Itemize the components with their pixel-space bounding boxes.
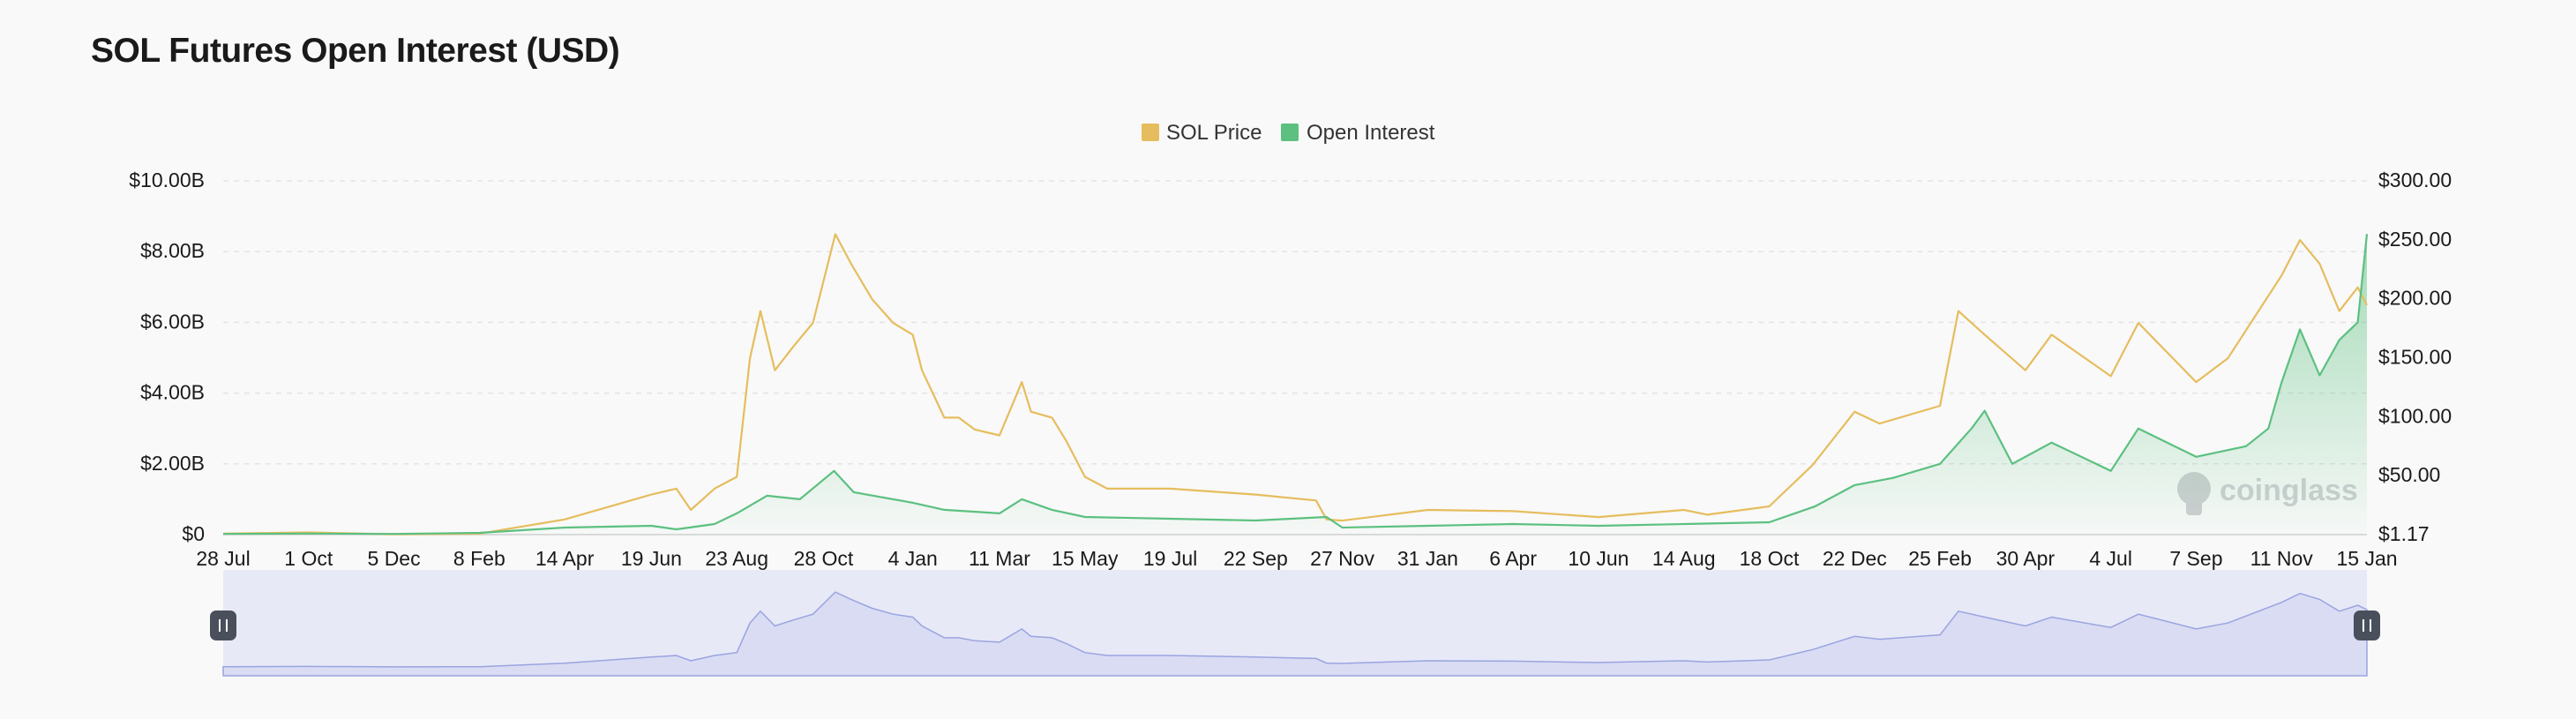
legend-label-sol-price: SOL Price: [1166, 121, 1262, 145]
x-tick-label: 18 Oct: [1740, 547, 1800, 570]
x-tick-label: 4 Jan: [888, 547, 938, 570]
navigator-handle-left[interactable]: [210, 610, 236, 640]
x-tick-label: 27 Nov: [1310, 547, 1374, 570]
x-tick-label: 1 Oct: [284, 547, 333, 570]
y-axis-left: $0 $2.00B $4.00B $6.00B $8.00B $10.00B: [129, 169, 205, 545]
y-left-tick-label: $2.00B: [140, 452, 205, 475]
y-left-tick-label: $8.00B: [140, 239, 205, 262]
x-tick-label: 4 Jul: [2089, 547, 2132, 570]
navigator-handle-right[interactable]: [2354, 610, 2380, 640]
x-tick-label: 28 Jul: [196, 547, 250, 570]
y-right-tick-label: $250.00: [2378, 228, 2452, 251]
legend-swatch-sol-price: [1142, 124, 1159, 141]
y-right-tick-label: $50.00: [2378, 463, 2440, 486]
x-tick-label: 19 Jun: [621, 547, 682, 570]
legend-item-sol-price[interactable]: SOL Price: [1142, 121, 1262, 145]
open-interest-area: [223, 234, 2367, 535]
legend-item-open-interest[interactable]: Open Interest: [1281, 121, 1435, 145]
x-tick-label: 8 Feb: [453, 547, 505, 570]
navigator-handle-left-body: [210, 610, 236, 640]
x-tick-label: 11 Nov: [2250, 547, 2314, 570]
x-tick-label: 7 Sep: [2169, 547, 2222, 570]
x-tick-label: 22 Sep: [1224, 547, 1288, 570]
x-tick-label: 5 Dec: [368, 547, 421, 570]
x-tick-label: 11 Mar: [969, 547, 1030, 570]
legend-swatch-open-interest: [1281, 124, 1299, 141]
y-left-tick-label: $0: [182, 522, 205, 545]
x-tick-label: 15 Jan: [2336, 547, 2397, 570]
x-tick-label: 31 Jan: [1397, 547, 1458, 570]
legend: SOL Price Open Interest: [1142, 121, 1435, 145]
y-right-tick-label: $200.00: [2378, 287, 2452, 310]
x-tick-label: 10 Jun: [1568, 547, 1629, 570]
y-right-tick-label: $1.17: [2378, 522, 2430, 545]
grid-lines: [223, 181, 2367, 464]
navigator-handle-right-body: [2354, 610, 2380, 640]
y-left-tick-label: $6.00B: [140, 310, 205, 333]
x-tick-label: 30 Apr: [1996, 547, 2056, 570]
y-right-tick-label: $150.00: [2378, 346, 2452, 369]
x-tick-label: 23 Aug: [705, 547, 768, 570]
y-left-tick-label: $10.00B: [129, 169, 205, 191]
x-tick-label: 28 Oct: [794, 547, 854, 570]
x-tick-label: 14 Apr: [535, 547, 595, 570]
range-navigator[interactable]: [210, 570, 2380, 676]
x-tick-label: 19 Jul: [1143, 547, 1197, 570]
x-tick-label: 14 Aug: [1652, 547, 1716, 570]
y-axis-right: $1.17 $50.00 $100.00 $150.00 $200.00 $250.00 $…: [2378, 169, 2452, 545]
y-right-tick-label: $300.00: [2378, 169, 2452, 191]
y-left-tick-label: $4.00B: [140, 381, 205, 404]
x-tick-label: 6 Apr: [1489, 547, 1537, 570]
legend-label-open-interest: Open Interest: [1307, 121, 1435, 145]
y-right-tick-label: $100.00: [2378, 404, 2452, 427]
x-tick-label: 25 Feb: [1908, 547, 1972, 570]
x-tick-label: 15 May: [1052, 547, 1119, 570]
x-axis: 28 Jul 1 Oct 5 Dec 8 Feb 14 Apr 19 Jun 23 Aug 2…: [196, 547, 2397, 570]
x-tick-label: 22 Dec: [1823, 547, 1887, 570]
